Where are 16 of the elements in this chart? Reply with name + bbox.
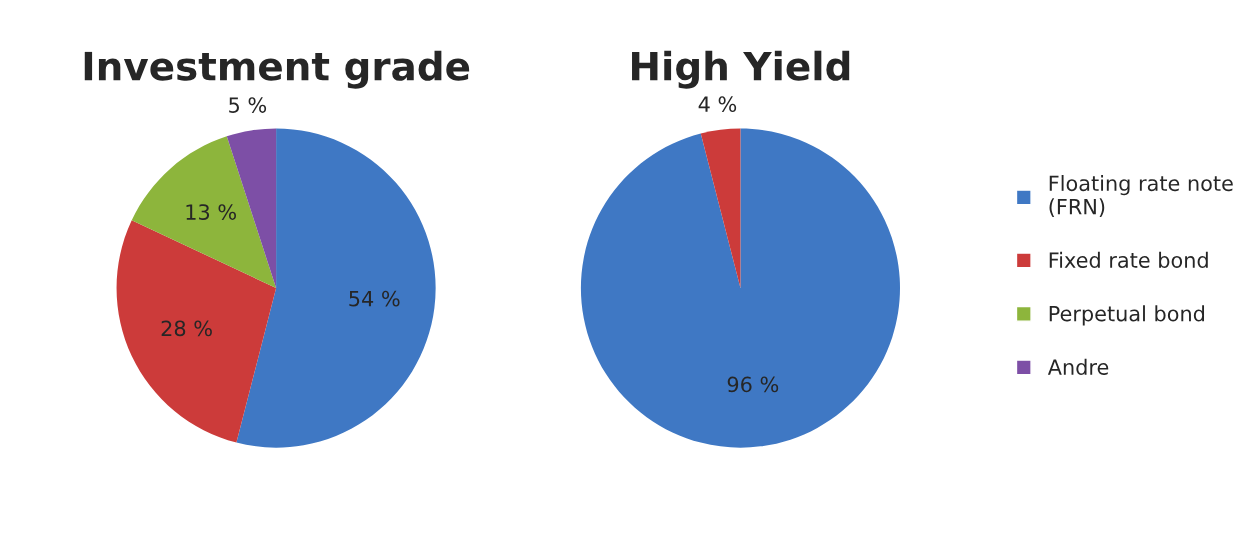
chart-title: High Yield <box>632 50 850 89</box>
data-label: 28 % <box>161 320 212 337</box>
data-label: 54 % <box>349 290 400 307</box>
legend-label: Andre <box>1047 358 1109 375</box>
chart-title: Investment grade <box>84 50 470 89</box>
pie-slice <box>580 128 900 448</box>
pie-slice <box>236 128 436 448</box>
pie-slice <box>116 220 277 443</box>
data-label: 5 % <box>229 97 267 113</box>
legend-label: Perpetual bond <box>1049 305 1205 326</box>
data-label: 4 % <box>698 96 737 113</box>
pie-slice <box>131 136 277 289</box>
legend-label: Fixed rate bond <box>1049 251 1208 268</box>
legend-label: Floating rate note (FRN) <box>1049 175 1233 217</box>
data-label: 96 % <box>727 376 779 393</box>
data-label: 13 % <box>186 204 236 220</box>
